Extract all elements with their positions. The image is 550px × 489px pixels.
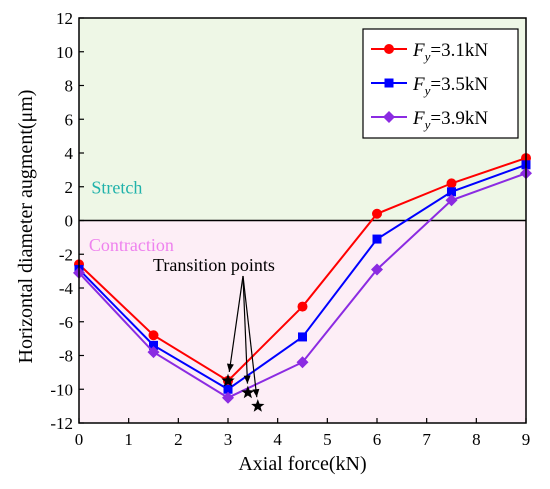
data-point xyxy=(371,263,383,276)
legend-marker xyxy=(384,78,394,88)
data-point xyxy=(222,391,234,404)
y-tick-label: 0 xyxy=(65,212,74,231)
legend-label: Fy=3.1kN xyxy=(412,40,488,64)
x-tick-label: 8 xyxy=(472,430,481,449)
data-point xyxy=(372,234,382,244)
y-tick-label: -4 xyxy=(59,279,74,298)
y-tick-label: -12 xyxy=(50,414,73,433)
data-point xyxy=(149,340,158,350)
data-point xyxy=(446,178,457,189)
stretch-label: Stretch xyxy=(91,178,142,198)
transition-arrow xyxy=(242,275,258,398)
transition-arrow xyxy=(242,275,249,384)
y-tick-label: -8 xyxy=(59,347,73,366)
data-point xyxy=(298,332,307,342)
y-tick-label: -6 xyxy=(59,313,73,332)
legend-marker xyxy=(383,111,395,123)
legend-label: Fy=3.9kN xyxy=(412,108,488,132)
transition-point-star xyxy=(251,399,265,412)
data-point xyxy=(447,187,456,197)
data-point xyxy=(296,356,309,369)
y-tick-label: 12 xyxy=(56,9,73,28)
data-point xyxy=(445,194,458,207)
transition-arrowhead xyxy=(226,363,234,372)
transition-points-label: Transition points xyxy=(153,255,275,275)
data-point xyxy=(372,208,382,219)
transition-point-star xyxy=(241,385,255,399)
legend-label: Fy=3.5kN xyxy=(412,74,488,98)
x-axis-title: Axial force(kN) xyxy=(238,453,366,475)
x-tick-label: 9 xyxy=(522,430,531,449)
y-tick-label: 8 xyxy=(65,77,74,96)
x-tick-label: 2 xyxy=(174,430,183,449)
y-tick-label: -10 xyxy=(50,380,73,399)
x-tick-label: 1 xyxy=(124,430,133,449)
x-tick-label: 6 xyxy=(373,430,382,449)
contraction-region xyxy=(79,220,526,423)
data-point xyxy=(223,384,233,394)
transition-arrow xyxy=(228,275,244,372)
x-tick-label: 0 xyxy=(75,430,84,449)
x-tick-label: 7 xyxy=(422,430,431,449)
x-tick-label: 4 xyxy=(273,430,282,449)
data-point xyxy=(148,330,159,341)
y-tick-label: 10 xyxy=(56,43,73,62)
transition-arrowhead xyxy=(243,375,251,384)
data-point xyxy=(147,346,160,359)
transition-point-star xyxy=(221,373,235,387)
y-tick-label: -2 xyxy=(59,245,73,264)
contraction-label: Contraction xyxy=(89,235,174,255)
transition-arrowhead xyxy=(252,388,260,398)
legend: Fy=3.1kN Fy=3.5kN Fy=3.9kN xyxy=(362,28,519,139)
y-tick-label: 6 xyxy=(65,110,74,129)
x-tick-label: 3 xyxy=(224,430,233,449)
data-point xyxy=(297,301,308,312)
y-axis-title: Horizontal diameter augment(μm) xyxy=(15,90,37,364)
x-tick-label: 5 xyxy=(323,430,332,449)
y-tick-label: 2 xyxy=(65,178,74,197)
legend-marker xyxy=(384,44,394,54)
y-tick-label: 4 xyxy=(65,144,74,163)
